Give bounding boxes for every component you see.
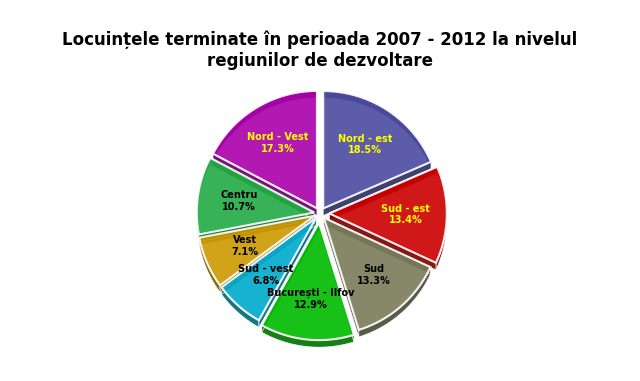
Polygon shape [211,158,314,219]
Polygon shape [199,238,220,292]
Text: București - Ilfov
12.9%: București - Ilfov 12.9% [268,288,355,309]
Polygon shape [319,223,354,342]
Polygon shape [324,218,359,337]
Text: Nord - Vest
17.3%: Nord - Vest 17.3% [247,132,308,154]
Polygon shape [199,216,315,245]
Polygon shape [199,216,315,285]
Text: Sud - vest
6.8%: Sud - vest 6.8% [238,264,293,286]
Polygon shape [220,216,315,292]
Polygon shape [221,218,316,320]
Text: Vest
7.1%: Vest 7.1% [231,235,258,257]
Polygon shape [359,267,431,337]
Polygon shape [324,218,431,274]
Polygon shape [213,91,317,208]
Polygon shape [221,287,259,327]
Polygon shape [196,158,211,242]
Polygon shape [323,91,431,208]
Polygon shape [330,213,436,270]
Polygon shape [221,218,316,295]
Text: Sud - est
13.4%: Sud - est 13.4% [381,203,430,225]
Polygon shape [330,167,447,263]
Polygon shape [213,154,317,215]
Text: Nord - est
18.5%: Nord - est 18.5% [338,134,392,155]
Polygon shape [213,91,317,161]
Text: Locuințele terminate în perioada 2007 - 2012 la nivelul
regiunilor de dezvoltare: Locuințele terminate în perioada 2007 - … [62,30,578,70]
Polygon shape [330,167,437,221]
Polygon shape [262,223,354,340]
Polygon shape [199,213,314,242]
Polygon shape [436,167,447,270]
Polygon shape [323,162,431,216]
Text: Centru
10.7%: Centru 10.7% [220,190,257,212]
Text: Sud
13.3%: Sud 13.3% [357,264,391,286]
Polygon shape [259,218,316,327]
Polygon shape [262,223,319,332]
Polygon shape [196,158,314,234]
Polygon shape [323,91,431,169]
Polygon shape [262,325,354,347]
Polygon shape [324,218,431,330]
